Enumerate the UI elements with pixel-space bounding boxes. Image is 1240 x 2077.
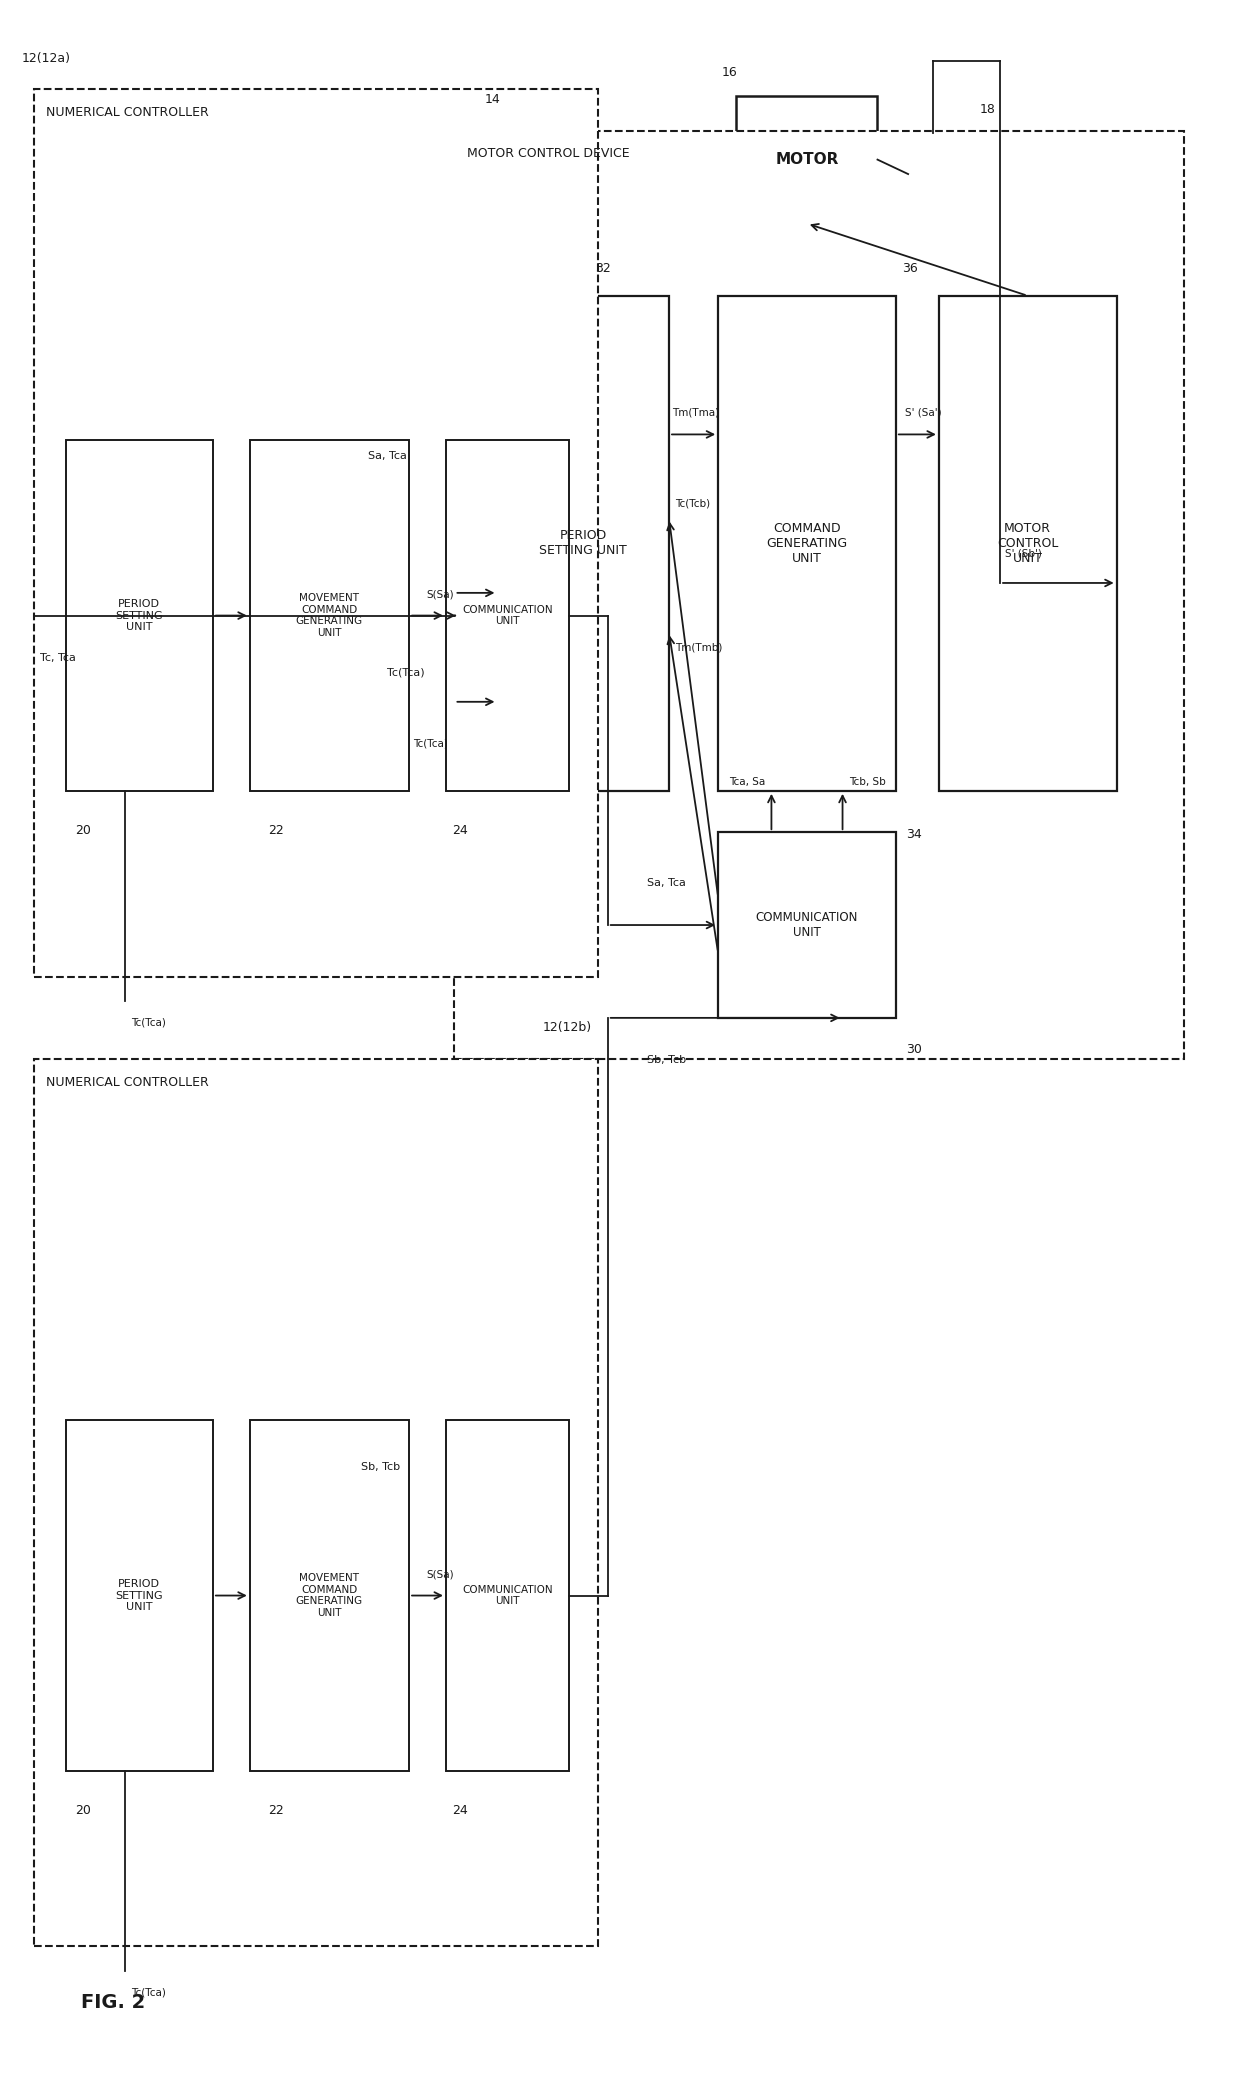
Text: 18: 18	[980, 104, 996, 116]
Text: MOTOR CONTROL DEVICE: MOTOR CONTROL DEVICE	[466, 147, 630, 160]
Text: Tc(Tca): Tc(Tca)	[413, 739, 449, 750]
Text: COMMUNICATION
UNIT: COMMUNICATION UNIT	[756, 912, 858, 939]
Bar	[249, 440, 409, 791]
Text: COMMUNICATION
UNIT: COMMUNICATION UNIT	[461, 1585, 553, 1606]
Text: Sb, Tcb: Sb, Tcb	[361, 1462, 401, 1473]
Text: COMMUNICATION
UNIT: COMMUNICATION UNIT	[461, 604, 553, 627]
Text: 34: 34	[905, 829, 921, 841]
Bar	[66, 440, 213, 791]
Text: 16: 16	[722, 66, 738, 79]
Text: 24: 24	[453, 825, 467, 837]
Text: PERIOD
SETTING
UNIT: PERIOD SETTING UNIT	[115, 598, 164, 631]
Text: Tc(Tca): Tc(Tca)	[387, 667, 424, 677]
Text: 30: 30	[905, 1043, 921, 1055]
Text: Tc, Tca: Tc, Tca	[40, 652, 76, 663]
Text: S(Sa): S(Sa)	[427, 1568, 454, 1579]
Text: 20: 20	[76, 1805, 92, 1817]
Text: Sa, Tca: Sa, Tca	[367, 451, 407, 461]
Bar	[737, 96, 878, 224]
Text: PERIOD
SETTING UNIT: PERIOD SETTING UNIT	[539, 530, 627, 557]
Text: 22: 22	[268, 825, 284, 837]
Bar	[33, 89, 598, 976]
Text: S' (Sa'): S' (Sa')	[904, 407, 941, 417]
Bar	[497, 295, 670, 791]
Text: Tcb, Sb: Tcb, Sb	[848, 777, 885, 787]
Text: 20: 20	[76, 825, 92, 837]
Text: Tca, Sa: Tca, Sa	[729, 777, 765, 787]
Bar	[249, 1421, 409, 1772]
Text: NUMERICAL CONTROLLER: NUMERICAL CONTROLLER	[46, 106, 208, 118]
Text: 12(12a): 12(12a)	[21, 52, 71, 64]
Bar	[33, 1059, 598, 1946]
Text: MOTOR: MOTOR	[775, 152, 838, 166]
Text: Tc(Tcb): Tc(Tcb)	[675, 498, 711, 509]
Bar	[908, 133, 957, 216]
Text: 32: 32	[595, 262, 611, 274]
Text: Tc(Tca): Tc(Tca)	[130, 1988, 166, 1998]
Text: FIG. 2: FIG. 2	[81, 1994, 145, 2013]
Text: S' (Sb'): S' (Sb')	[1004, 548, 1042, 559]
Text: PERIOD
SETTING
UNIT: PERIOD SETTING UNIT	[115, 1579, 164, 1612]
Text: MOTOR
CONTROL
UNIT: MOTOR CONTROL UNIT	[997, 521, 1059, 565]
Text: Sb, Tcb: Sb, Tcb	[647, 1055, 686, 1066]
Bar	[66, 1421, 213, 1772]
Text: 36: 36	[901, 262, 918, 274]
Bar	[455, 131, 1184, 1059]
Text: 12(12b): 12(12b)	[543, 1022, 591, 1034]
Bar	[718, 295, 895, 791]
Text: Tc(Tca): Tc(Tca)	[130, 1018, 166, 1028]
Text: 24: 24	[453, 1805, 467, 1817]
Text: MOVEMENT
COMMAND
GENERATING
UNIT: MOVEMENT COMMAND GENERATING UNIT	[296, 1572, 363, 1618]
Bar	[446, 1421, 568, 1772]
Text: S(Sa): S(Sa)	[427, 590, 454, 598]
Text: NUMERICAL CONTROLLER: NUMERICAL CONTROLLER	[46, 1076, 208, 1088]
Text: Sa, Tca: Sa, Tca	[647, 879, 686, 887]
Text: Tm(Tma): Tm(Tma)	[672, 407, 719, 417]
Bar	[939, 295, 1116, 791]
Text: COMMAND
GENERATING
UNIT: COMMAND GENERATING UNIT	[766, 521, 848, 565]
Bar	[446, 440, 568, 791]
Text: MOVEMENT
COMMAND
GENERATING
UNIT: MOVEMENT COMMAND GENERATING UNIT	[296, 594, 363, 638]
Text: Tm(Tmb): Tm(Tmb)	[675, 642, 723, 652]
Text: 14: 14	[485, 93, 501, 106]
Bar	[718, 833, 895, 1018]
Text: 22: 22	[268, 1805, 284, 1817]
